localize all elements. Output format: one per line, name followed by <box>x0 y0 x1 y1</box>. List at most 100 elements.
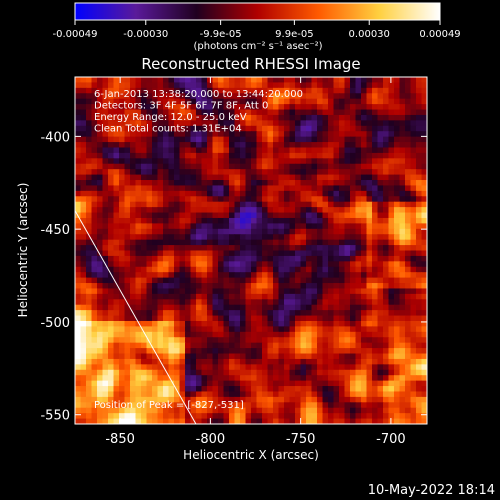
heatmap-cell <box>141 239 148 246</box>
heatmap-cell <box>113 228 120 235</box>
heatmap-cell <box>174 125 181 132</box>
heatmap-cell <box>405 180 412 187</box>
heatmap-cell <box>234 391 241 398</box>
heatmap-cell <box>388 120 395 127</box>
heatmap-cell <box>80 402 87 409</box>
heatmap-cell <box>97 375 104 382</box>
heatmap-cell <box>278 380 285 387</box>
heatmap-cell <box>361 250 368 257</box>
y-tick-label: -550 <box>40 409 70 424</box>
heatmap-cell <box>361 152 368 159</box>
heatmap-cell <box>388 386 395 393</box>
heatmap-cell <box>91 104 98 111</box>
heatmap-cell <box>394 169 401 176</box>
heatmap-cell <box>399 147 406 154</box>
heatmap-cell <box>212 212 219 219</box>
heatmap-cell <box>306 142 313 149</box>
heatmap-cell <box>251 299 258 306</box>
heatmap-cell <box>163 104 170 111</box>
heatmap-cell <box>168 288 175 295</box>
heatmap-cell <box>333 418 340 424</box>
heatmap-cell <box>361 212 368 219</box>
heatmap-cell <box>361 266 368 273</box>
heatmap-cell <box>256 342 263 349</box>
heatmap-cell <box>97 337 104 344</box>
heatmap-cell <box>168 337 175 344</box>
heatmap-cell <box>284 369 291 376</box>
heatmap-cell <box>218 413 225 420</box>
heatmap-cell <box>223 320 230 328</box>
heatmap-cell <box>267 147 274 154</box>
heatmap-cell <box>130 386 137 393</box>
heatmap-cell <box>416 255 423 262</box>
heatmap-cell <box>405 228 412 235</box>
heatmap-cell <box>333 136 340 143</box>
heatmap-cell <box>361 87 368 94</box>
heatmap-cell <box>339 120 346 127</box>
heatmap-cell <box>366 272 373 279</box>
heatmap-cell <box>284 386 291 393</box>
heatmap-cell <box>223 326 230 333</box>
heatmap-cell <box>196 245 203 252</box>
heatmap-cell <box>300 93 307 100</box>
heatmap-cell <box>146 320 153 328</box>
heatmap-cell <box>339 228 346 235</box>
heatmap-cell <box>102 98 109 105</box>
heatmap-cell <box>80 98 87 105</box>
heatmap-cell <box>267 120 274 127</box>
heatmap-cell <box>289 304 296 311</box>
heatmap-cell <box>388 125 395 132</box>
heatmap-cell <box>124 180 131 187</box>
heatmap-cell <box>421 369 427 376</box>
heatmap-cell <box>388 326 395 333</box>
heatmap-cell <box>311 147 318 154</box>
heatmap-cell <box>394 120 401 127</box>
heatmap-cell <box>278 136 285 143</box>
heatmap-cell <box>284 342 291 349</box>
heatmap-cell <box>124 217 131 224</box>
heatmap-cell <box>234 158 241 165</box>
heatmap-cell <box>416 163 423 170</box>
heatmap-cell <box>416 245 423 252</box>
heatmap-cell <box>218 223 225 230</box>
heatmap-cell <box>383 131 390 138</box>
heatmap-cell <box>322 310 329 317</box>
heatmap-cell <box>284 283 291 290</box>
heatmap-cell <box>229 98 236 105</box>
heatmap-cell <box>251 369 258 376</box>
heatmap-cell <box>383 320 390 328</box>
heatmap-cell <box>388 169 395 176</box>
heatmap-cell <box>130 77 137 84</box>
heatmap-cell <box>410 250 417 257</box>
heatmap-cell <box>421 255 427 262</box>
heatmap-cell <box>152 283 159 290</box>
heatmap-cell <box>284 272 291 279</box>
heatmap-cell <box>306 82 313 89</box>
heatmap-cell <box>372 375 379 382</box>
heatmap-cell <box>207 299 214 306</box>
heatmap-cell <box>256 364 263 371</box>
heatmap-cell <box>295 245 302 252</box>
heatmap-cell <box>185 174 192 181</box>
heatmap-cell <box>273 418 280 424</box>
heatmap-cell <box>333 158 340 165</box>
heatmap-cell <box>113 185 120 192</box>
heatmap-cell <box>174 223 181 230</box>
heatmap-cell <box>229 353 236 360</box>
heatmap-cell <box>229 142 236 149</box>
heatmap-cell <box>289 87 296 94</box>
heatmap-cell <box>163 212 170 219</box>
heatmap-cell <box>394 142 401 149</box>
heatmap-cell <box>339 77 346 84</box>
heatmap-cell <box>218 418 225 424</box>
heatmap-cell <box>75 185 82 192</box>
heatmap-cell <box>317 228 324 235</box>
heatmap-cell <box>366 326 373 333</box>
heatmap-cell <box>207 196 214 203</box>
heatmap-cell <box>383 163 390 170</box>
heatmap-cell <box>394 288 401 295</box>
heatmap-cell <box>223 402 230 409</box>
heatmap-cell <box>317 375 324 382</box>
heatmap-cell <box>372 337 379 344</box>
heatmap-cell <box>355 418 362 424</box>
